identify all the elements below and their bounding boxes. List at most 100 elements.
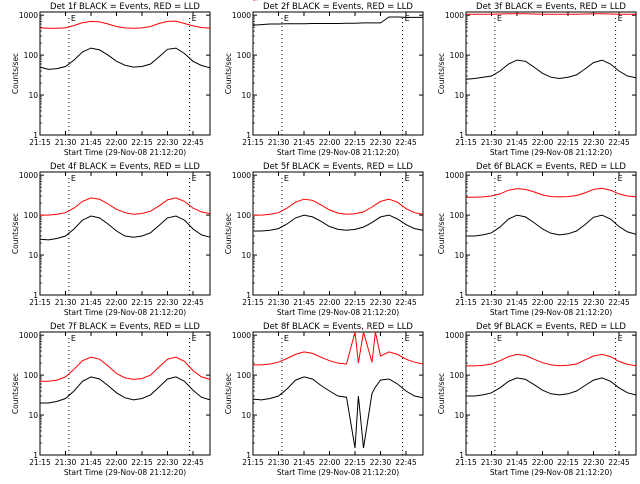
x-tick-label: 21:15 — [455, 458, 477, 467]
event-marker-label: E — [405, 14, 410, 23]
panel-title: Det 8f BLACK = Events, RED = LLD — [263, 322, 413, 332]
x-axis-label: Start Time (29-Nov-08 21:12:20) — [490, 148, 612, 157]
event-marker-label: E — [284, 174, 289, 183]
y-tick-label: 100 — [237, 51, 252, 60]
event-marker-label: E — [618, 14, 623, 23]
x-tick-label: 22:45 — [608, 298, 630, 307]
y-tick-label: 100 — [237, 211, 252, 220]
x-tick-label: 21:15 — [242, 298, 264, 307]
event-marker-label: E — [405, 174, 410, 183]
x-axis-label: Start Time (29-Nov-08 21:12:20) — [277, 468, 399, 477]
x-axis-label: Start Time (29-Nov-08 21:12:20) — [490, 468, 612, 477]
panel-1: Det 1f BLACK = Events, RED = LLD 1 10 100 10… — [11, 2, 211, 157]
y-tick-label: 1 — [246, 451, 251, 460]
x-tick-label: 21:45 — [80, 298, 102, 307]
event-marker-label: E — [192, 14, 197, 23]
x-tick-label: 22:30 — [583, 138, 605, 147]
x-tick-label: 21:45 — [293, 138, 315, 147]
x-tick-label: 22:00 — [319, 138, 341, 147]
x-tick-label: 21:45 — [506, 458, 528, 467]
x-tick-label: 21:15 — [29, 458, 51, 467]
x-tick-label: 21:45 — [293, 298, 315, 307]
y-tick-label: 1 — [459, 451, 464, 460]
events-series-line — [39, 215, 211, 241]
y-tick-label: 1000 — [445, 11, 464, 20]
x-tick-label: 22:15 — [557, 298, 579, 307]
panel-5: Det 5f BLACK = Events, RED = LLD 1 10 100 10… — [224, 162, 424, 317]
panel-title: Det 4f BLACK = Events, RED = LLD — [50, 162, 200, 172]
panel-2: Det 2f BLACK = Events, RED = LLD 1 10 100 10… — [224, 0, 424, 157]
x-tick-label: 22:15 — [131, 458, 153, 467]
y-tick-label: 100 — [24, 51, 39, 60]
y-axis-label: Counts/sec — [224, 373, 233, 414]
x-tick-label: 21:30 — [268, 138, 290, 147]
x-tick-label: 22:45 — [395, 138, 417, 147]
panel-8: Det 8f BLACK = Events, RED = LLD 1 10 100 10… — [224, 322, 424, 477]
y-tick-label: 10 — [454, 411, 464, 420]
y-tick-label: 1000 — [19, 171, 38, 180]
events-series-line — [39, 47, 211, 70]
y-tick-label: 100 — [24, 371, 39, 380]
y-tick-label: 100 — [450, 51, 465, 60]
x-tick-label: 21:30 — [268, 458, 290, 467]
event-marker-label: E — [497, 14, 502, 23]
y-tick-label: 1000 — [232, 171, 251, 180]
event-marker-label: E — [618, 174, 623, 183]
y-tick-label: 100 — [450, 371, 465, 380]
y-tick-label: 10 — [28, 411, 38, 420]
events-series-line — [40, 376, 211, 404]
y-axis-label: Counts/sec — [437, 53, 446, 94]
x-tick-label: 22:30 — [370, 138, 392, 147]
x-tick-label: 22:45 — [395, 458, 417, 467]
event-marker-label: E — [192, 174, 197, 183]
y-tick-label: 1000 — [232, 11, 251, 20]
y-tick-label: 1000 — [19, 331, 38, 340]
event-marker-label: E — [618, 334, 623, 343]
plot-frame — [465, 171, 637, 296]
x-tick-label: 22:15 — [557, 138, 579, 147]
panel-9: Det 9f BLACK = Events, RED = LLD 1 10 100 10… — [437, 322, 637, 477]
x-tick-label: 22:45 — [182, 298, 204, 307]
x-axis-label: Start Time (29-Nov-08 21:12:20) — [277, 148, 399, 157]
lld-series-line — [40, 356, 211, 382]
panel-4: Det 4f BLACK = Events, RED = LLD 1 10 100 10… — [11, 162, 211, 317]
plot-frame — [252, 11, 424, 136]
panel-6: Det 6f BLACK = Events, RED = LLD 1 10 100 10… — [437, 162, 637, 317]
plot-frame — [39, 11, 211, 136]
x-tick-label: 22:00 — [532, 458, 554, 467]
event-marker-label: E — [192, 334, 197, 343]
y-tick-label: 1 — [33, 131, 38, 140]
lld-series-line — [39, 20, 211, 29]
plot-frame — [465, 11, 637, 136]
x-tick-label: 22:15 — [344, 298, 366, 307]
y-axis-label: Counts/sec — [437, 373, 446, 414]
x-axis-label: Start Time (29-Nov-08 21:12:20) — [277, 308, 399, 317]
x-tick-label: 22:15 — [344, 138, 366, 147]
x-tick-label: 21:15 — [242, 458, 264, 467]
x-tick-label: 21:30 — [55, 298, 77, 307]
plot-frame — [252, 171, 424, 296]
x-tick-label: 22:30 — [157, 138, 179, 147]
panel-title: Det 3f BLACK = Events, RED = LLD — [476, 2, 626, 12]
y-tick-label: 10 — [454, 251, 464, 260]
x-tick-label: 21:15 — [242, 138, 264, 147]
x-tick-label: 22:15 — [344, 458, 366, 467]
x-tick-label: 22:00 — [319, 458, 341, 467]
y-tick-label: 10 — [28, 251, 38, 260]
y-tick-label: 1 — [246, 291, 251, 300]
y-tick-label: 100 — [237, 371, 252, 380]
y-tick-label: 10 — [241, 251, 251, 260]
y-axis-label: Counts/sec — [224, 213, 233, 254]
y-tick-label: 10 — [454, 91, 464, 100]
events-series-line — [252, 16, 423, 26]
y-tick-label: 1000 — [19, 11, 38, 20]
x-tick-label: 22:30 — [583, 458, 605, 467]
x-tick-label: 21:30 — [268, 298, 290, 307]
y-tick-label: 1 — [246, 131, 251, 140]
plot-frame — [39, 171, 211, 296]
y-axis-label: Counts/sec — [11, 53, 20, 94]
event-marker-label: E — [284, 334, 289, 343]
x-tick-label: 22:45 — [395, 298, 417, 307]
event-marker-label: E — [405, 334, 410, 343]
